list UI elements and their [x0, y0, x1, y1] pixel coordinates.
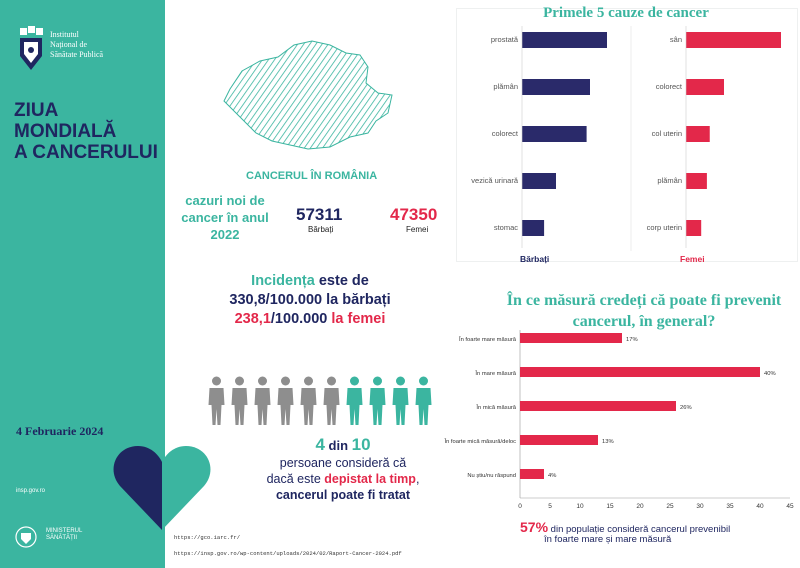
bar	[522, 79, 590, 95]
x-tick-label: 35	[726, 503, 734, 510]
ministry-logo: MINISTERUL SĂNĂTĂȚII	[14, 525, 124, 551]
person-icon	[231, 376, 248, 425]
category-label: corp uterin	[647, 223, 682, 232]
heart-icon	[112, 440, 212, 532]
prevention-title: În ce măsură credeți că poate fi preveni…	[506, 292, 782, 330]
person-icon	[415, 376, 432, 425]
incidence-text: Incidența este de 330,8/100.000 la bărba…	[229, 273, 391, 327]
value-label: 13%	[602, 439, 614, 445]
series-label: Femei	[680, 254, 705, 264]
bar	[522, 32, 607, 48]
prevention-note: 57% din populație consideră cancerul pre…	[520, 519, 731, 545]
x-tick-label: 0	[518, 503, 522, 510]
top-causes-panel	[456, 8, 798, 262]
bar	[520, 435, 598, 445]
romania-map-icon	[212, 35, 396, 155]
x-tick-label: 25	[666, 503, 674, 510]
bar	[686, 173, 707, 189]
category-label: În mare măsură	[474, 370, 516, 377]
sidebar: Institutul Național de Sănătate Publică …	[0, 0, 165, 568]
series-label: Bărbați	[520, 254, 549, 264]
person-icon	[323, 376, 340, 425]
x-tick-label: 30	[696, 503, 704, 510]
references: https://gco.iarc.fr/ https://insp.gov.ro…	[174, 530, 402, 562]
value-label: 26%	[680, 405, 692, 411]
person-icon	[254, 376, 271, 425]
bar	[520, 469, 544, 479]
value-label: 17%	[626, 337, 638, 343]
bar	[522, 220, 545, 236]
people-pictogram	[208, 376, 432, 425]
person-icon	[208, 376, 225, 425]
category-label: vezică urinară	[471, 176, 519, 185]
reference-link[interactable]: https://gco.iarc.fr/	[174, 534, 241, 541]
site-link[interactable]: insp.gov.ro	[16, 488, 45, 494]
x-tick-label: 45	[786, 503, 794, 510]
page-title: ZIUA MONDIALĂ A CANCERULUI	[14, 100, 158, 163]
reference-link[interactable]: https://insp.gov.ro/wp-content/uploads/2…	[174, 550, 402, 557]
detection-statement: 4 din 10 persoane consideră că dacă este…	[266, 435, 420, 502]
person-icon	[300, 376, 317, 425]
person-icon	[369, 376, 386, 425]
category-label: prostată	[491, 35, 519, 44]
category-label: colorect	[492, 129, 519, 138]
top-causes-chart: prostată plămân colorect vezică urinară stom…	[471, 26, 781, 264]
bar	[686, 220, 702, 236]
bar	[520, 367, 760, 377]
institute-name: Institutul Național de Sănătate Publică	[50, 30, 104, 59]
men-label: Bărbați	[308, 225, 334, 234]
person-icon	[392, 376, 409, 425]
bar	[686, 32, 781, 48]
person-icon	[346, 376, 363, 425]
bar	[686, 126, 710, 142]
person-icon	[277, 376, 294, 425]
event-date: 4 Februarie 2024	[16, 424, 104, 438]
category-label: col uterin	[652, 129, 682, 138]
prevention-chart: 0 5 10 15 20 25 30 35 40 45 În foarte mare măsură 1…	[443, 330, 794, 510]
x-tick-label: 10	[576, 503, 584, 510]
romania-section-title: CANCERUL ÎN ROMÂNIA	[246, 170, 378, 182]
bar	[520, 333, 622, 343]
x-tick-label: 20	[636, 503, 644, 510]
x-tick-label: 15	[606, 503, 614, 510]
category-label: stomac	[494, 223, 518, 232]
insp-logo	[18, 26, 44, 72]
women-label: Femei	[406, 225, 429, 234]
category-label: plămân	[657, 176, 682, 185]
category-label: În mică măsură	[475, 404, 516, 411]
category-label: plămân	[493, 82, 518, 91]
category-label: În foarte mică măsură/deloc	[443, 438, 516, 445]
bar	[520, 401, 676, 411]
top-causes-title: Primele 5 cauze de cancer	[543, 5, 709, 21]
category-label: colorect	[656, 82, 683, 91]
x-tick-label: 5	[548, 503, 552, 510]
new-cases-label: cazuri noi de cancer în anul 2022	[181, 193, 269, 242]
value-label: 4%	[548, 473, 556, 479]
bar	[522, 126, 587, 142]
category-label: Nu știu/nu răspund	[467, 473, 516, 479]
men-case-count: 57311	[296, 205, 343, 224]
bar	[522, 173, 556, 189]
women-case-count: 47350	[390, 205, 438, 224]
value-label: 40%	[764, 371, 776, 377]
x-tick-label: 40	[756, 503, 764, 510]
category-label: sân	[670, 35, 682, 44]
bar	[686, 79, 724, 95]
category-label: În foarte mare măsură	[458, 336, 517, 343]
